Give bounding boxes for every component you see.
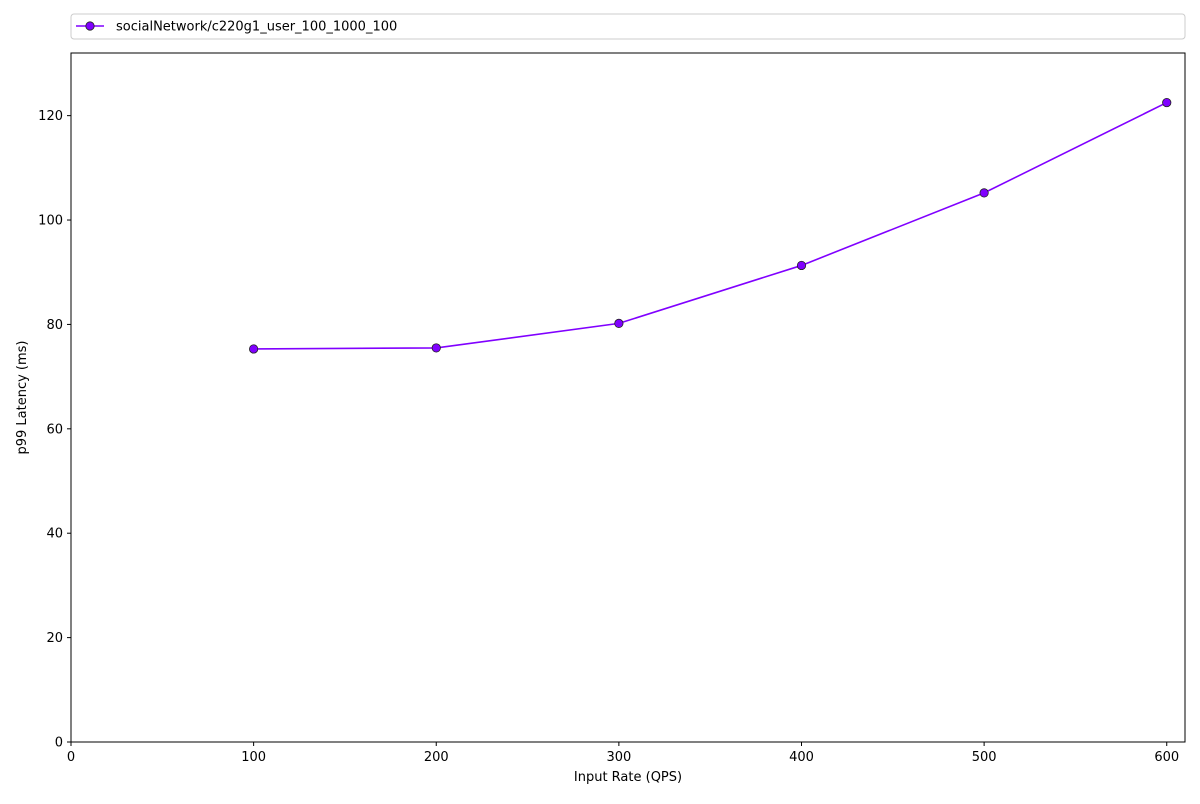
series-layer xyxy=(249,97,1172,354)
legend-frame xyxy=(70,13,1186,40)
data-point xyxy=(1162,97,1172,108)
data-point xyxy=(431,343,441,353)
legend-marker-swatch xyxy=(85,21,95,31)
y-tick-label: 80 xyxy=(46,318,63,333)
y-axis-label: p99 Latency (ms) xyxy=(15,340,30,454)
x-tick-label: 100 xyxy=(241,750,266,765)
y-tick-label: 0 xyxy=(55,736,63,751)
data-point xyxy=(614,318,624,328)
plot-frame xyxy=(70,52,1186,743)
data-point xyxy=(249,344,259,354)
series-line xyxy=(253,101,1168,350)
legend: socialNetwork/c220g1_user_100_1000_100 xyxy=(70,13,1186,40)
y-tick-label: 40 xyxy=(46,527,63,542)
y-axis: 0 20 40 60 80 100 120 xyxy=(38,109,71,751)
y-tick-label: 20 xyxy=(46,631,63,646)
x-tick-label: 200 xyxy=(424,750,449,765)
y-tick-label: 60 xyxy=(46,422,63,437)
x-tick-label: 400 xyxy=(789,750,814,765)
x-tick-label: 600 xyxy=(1154,750,1179,765)
y-tick-label: 100 xyxy=(38,214,63,229)
x-axis: 0 100 200 300 400 500 600 xyxy=(67,742,1179,765)
data-point xyxy=(796,260,807,271)
legend-label: socialNetwork/c220g1_user_100_1000_100 xyxy=(116,20,397,35)
x-tick-label: 300 xyxy=(606,750,631,765)
data-point xyxy=(979,188,989,198)
x-tick-label: 500 xyxy=(972,750,997,765)
x-axis-label: Input Rate (QPS) xyxy=(574,770,682,785)
x-tick-label: 0 xyxy=(67,750,75,765)
y-tick-label: 120 xyxy=(38,109,63,124)
